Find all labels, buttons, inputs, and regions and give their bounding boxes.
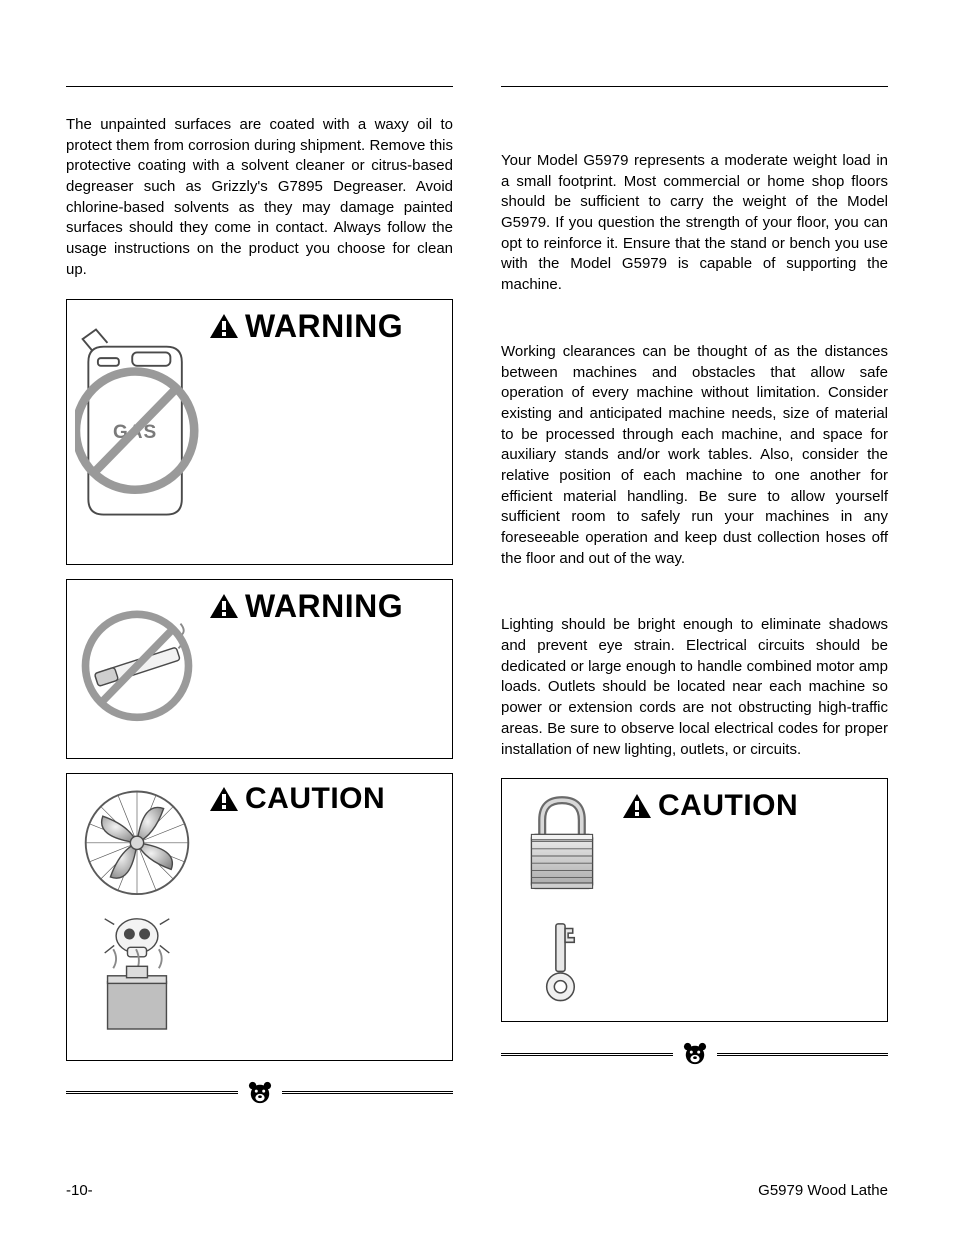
caution-label: CAUTION — [658, 789, 798, 823]
page: The unpainted surfaces are coated with a… — [0, 0, 954, 1145]
alert-triangle-icon — [209, 313, 239, 339]
no-smoking-icon — [75, 588, 199, 750]
ventilation-fumes-icon — [75, 782, 199, 1052]
column-rule — [66, 86, 453, 87]
intro-paragraph: The unpainted surfaces are coated with a… — [66, 115, 453, 281]
warning-label: WARNING — [245, 588, 403, 625]
gas-can-prohibited-icon: GAS — [75, 308, 199, 556]
padlock-key-icon — [512, 789, 612, 1011]
warning-label: WARNING — [245, 308, 403, 345]
bear-divider — [66, 1081, 453, 1105]
page-number: -10- — [66, 1182, 93, 1199]
warning-header: WARNING — [209, 308, 442, 345]
caution-box-ventilation: CAUTION — [66, 773, 453, 1061]
warning-box-gasoline: GAS WARNING — [66, 299, 453, 565]
bear-logo-icon — [248, 1081, 272, 1105]
caution-box-lockout: CAUTION — [501, 778, 888, 1022]
column-rule — [501, 86, 888, 87]
caution-header: CAUTION — [209, 782, 442, 816]
working-clearances-paragraph: Working clearances can be thought of as … — [501, 342, 888, 570]
bear-divider — [501, 1042, 888, 1066]
page-footer: -10- G5979 Wood Lathe — [66, 1182, 888, 1199]
left-column: The unpainted surfaces are coated with a… — [66, 86, 453, 1105]
document-title: G5979 Wood Lathe — [758, 1182, 888, 1199]
lighting-paragraph: Lighting should be bright enough to elim… — [501, 615, 888, 760]
right-column: Your Model G5979 represents a moderate w… — [501, 86, 888, 1105]
caution-label: CAUTION — [245, 782, 385, 816]
warning-box-no-smoking: WARNING — [66, 579, 453, 759]
bear-logo-icon — [683, 1042, 707, 1066]
alert-triangle-icon — [209, 593, 239, 619]
warning-header: WARNING — [209, 588, 442, 625]
alert-triangle-icon — [209, 786, 239, 812]
floor-load-paragraph: Your Model G5979 represents a moderate w… — [501, 151, 888, 296]
caution-header: CAUTION — [622, 789, 877, 823]
alert-triangle-icon — [622, 793, 652, 819]
